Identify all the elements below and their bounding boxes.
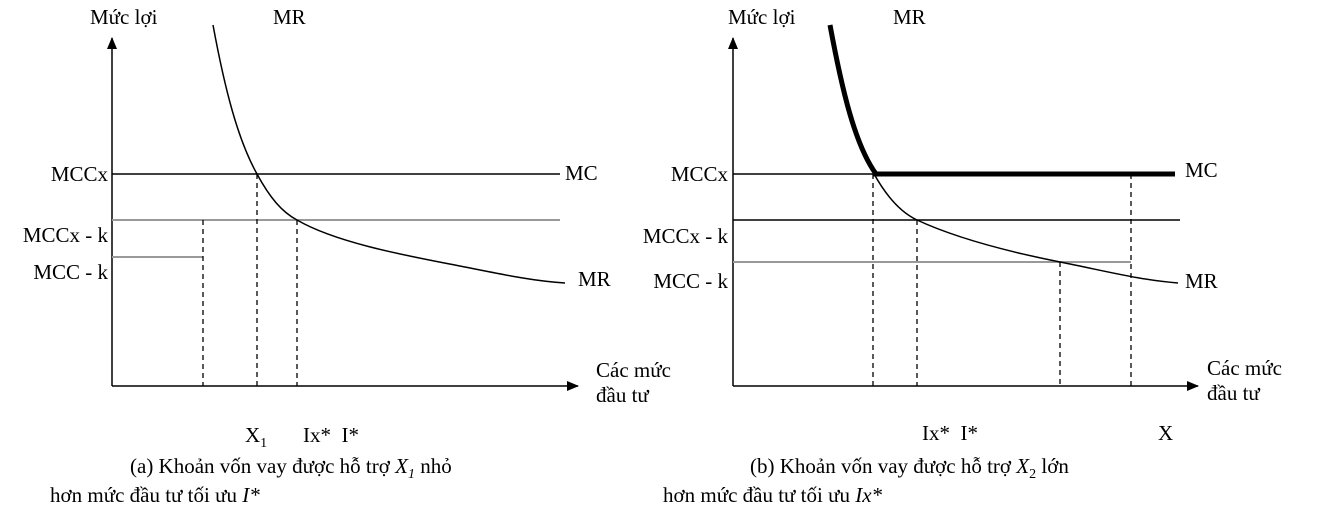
x-label: đầu tư <box>596 383 649 407</box>
x1-label: X1 <box>245 423 267 451</box>
x-label: Các mức <box>596 358 671 382</box>
caption-text: (a) Khoản vốn vay được hỗ trợ <box>130 454 395 478</box>
x-label: Các mức <box>1207 356 1282 380</box>
panel-b: Mức lợi MR MCCx MC MCCx - k MCC - k MR C… <box>643 5 1282 507</box>
panel-a: Mức lợi MR MCCx MC MCCx - k MCC - k MR C… <box>23 5 671 507</box>
mr-curve-bold <box>827 24 879 176</box>
mr-label: MR <box>273 5 306 29</box>
caption-var: Ix* <box>854 483 882 507</box>
caption-sub: 1 <box>408 467 415 482</box>
mcc-k-label: MCC - k <box>33 260 108 284</box>
caption-text: nhỏ <box>415 454 452 478</box>
caption-line: hơn mức đầu tư tối ưu I* <box>50 483 260 507</box>
mccx-k-label: MCCx - k <box>23 223 109 247</box>
mr-curve <box>212 24 566 284</box>
caption-text: (b) Khoản vốn vay được hỗ trợ <box>750 454 1016 478</box>
caption-var: X <box>1015 454 1030 478</box>
mc-label: MC <box>565 161 598 185</box>
caption-text: hơn mức đầu tư tối ưu <box>50 483 242 507</box>
caption-line: (a) Khoản vốn vay được hỗ trợ X1 nhỏ <box>130 454 452 482</box>
x1-var: X <box>245 423 260 447</box>
caption-line: (b) Khoản vốn vay được hỗ trợ X2 lớn <box>750 454 1069 482</box>
mcc-k-label: MCC - k <box>653 269 728 293</box>
caption-text: hơn mức đầu tư tối ưu <box>663 483 855 507</box>
mr-label: MR <box>893 5 926 29</box>
mccx-k-label: MCCx - k <box>643 224 729 248</box>
mr-label: MR <box>1185 269 1218 293</box>
caption-line: hơn mức đầu tư tối ưu Ix* <box>663 483 883 507</box>
caption-sub: 2 <box>1029 467 1036 482</box>
ix-i-label: Ix* I* <box>922 421 978 445</box>
caption-var: I* <box>241 483 260 507</box>
y-label: Mức lợi <box>728 5 796 29</box>
caption-text: lớn <box>1036 454 1069 478</box>
y-label: Mức lợi <box>90 5 158 29</box>
mr-label: MR <box>578 267 611 291</box>
x1-sub: 1 <box>260 436 267 451</box>
x-label: đầu tư <box>1207 381 1260 405</box>
mr-curve <box>872 171 1179 284</box>
mc-label: MC <box>1185 158 1218 182</box>
caption-var: X <box>394 454 409 478</box>
ix-i-label: Ix* I* <box>303 423 359 447</box>
x-label: X <box>1158 421 1173 445</box>
mccx-label: MCCx <box>51 162 109 186</box>
mccx-label: MCCx <box>671 162 729 186</box>
